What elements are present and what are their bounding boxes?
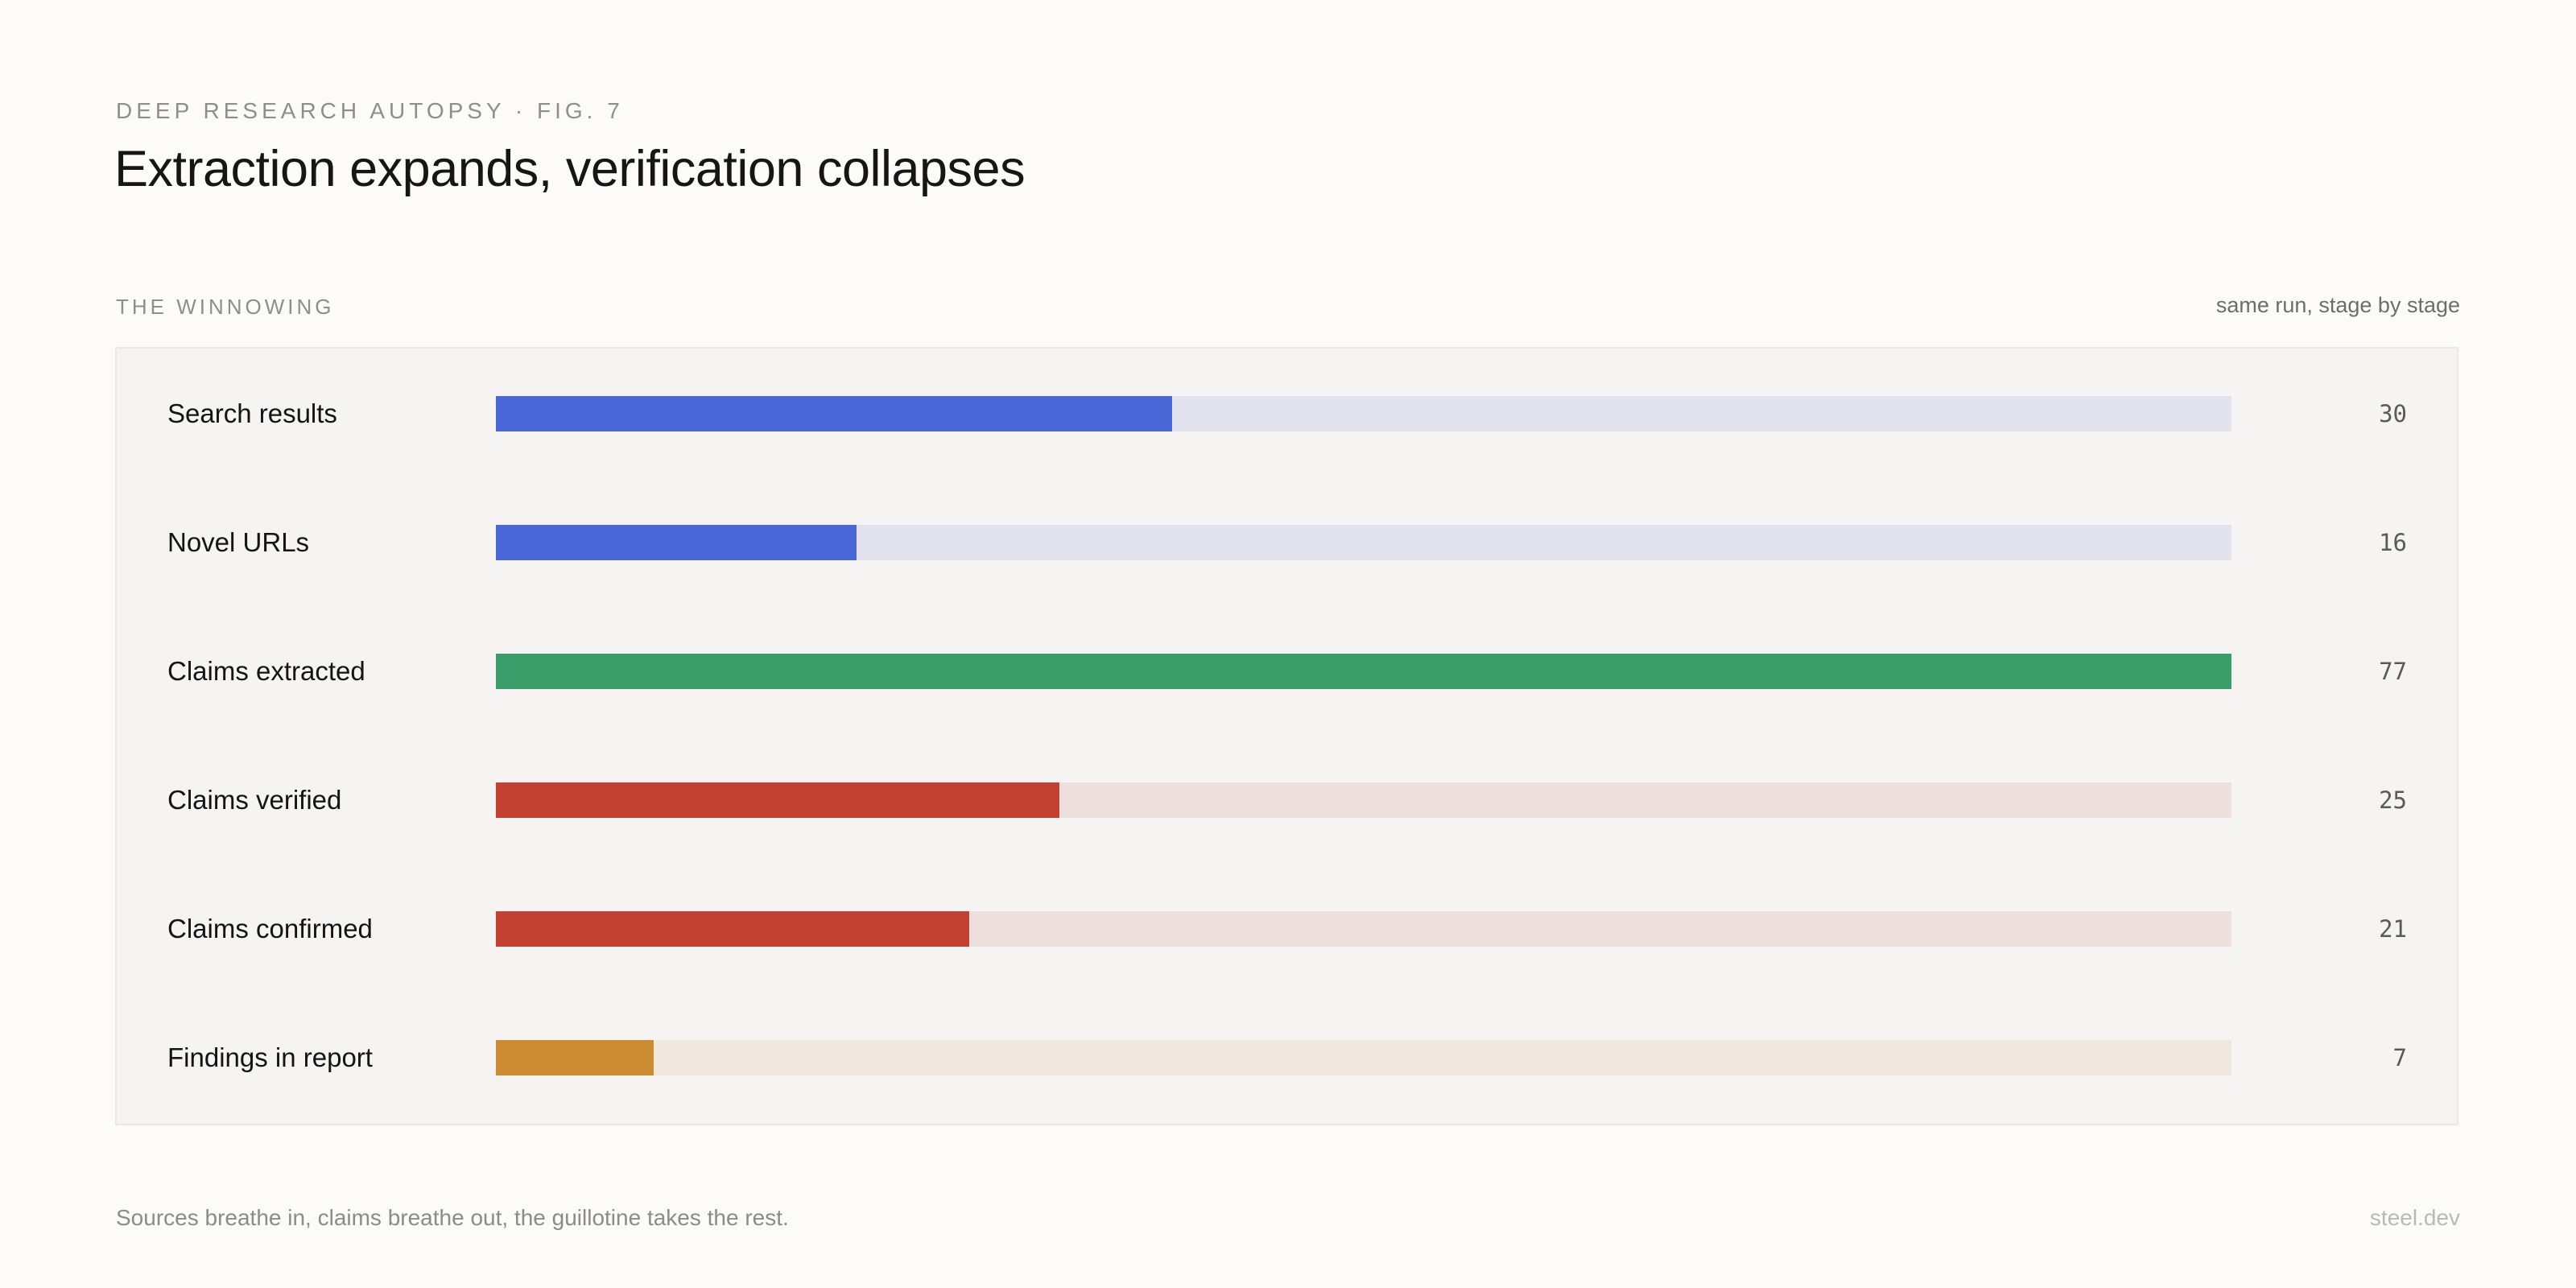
bar-row: Search results 30 bbox=[117, 396, 2457, 431]
bar-row: Findings in report 7 bbox=[117, 1040, 2457, 1075]
bar-row: Claims verified 25 bbox=[117, 782, 2457, 818]
bar-category-label: Search results bbox=[167, 398, 337, 428]
page-title: Extraction expands, verification collaps… bbox=[114, 141, 1026, 197]
bar-row: Claims confirmed 21 bbox=[117, 911, 2457, 947]
footer-caption: Sources breathe in, claims breathe out, … bbox=[116, 1205, 789, 1230]
bar bbox=[496, 911, 969, 947]
bar-track bbox=[496, 911, 2231, 947]
bar-track bbox=[496, 782, 2231, 818]
bar bbox=[496, 525, 857, 560]
section-label: THE WINNOWING bbox=[116, 295, 335, 319]
bar-category-label: Claims confirmed bbox=[167, 914, 373, 943]
bar-track bbox=[496, 1040, 2231, 1075]
bar bbox=[496, 1040, 654, 1075]
bar bbox=[496, 654, 2231, 689]
bar-value-label: 7 bbox=[2392, 1044, 2407, 1071]
section-note: same run, stage by stage bbox=[2215, 293, 2460, 317]
eyebrow-label: DEEP RESEARCH AUTOPSY · FIG. 7 bbox=[116, 98, 624, 123]
bar-row: Claims extracted 77 bbox=[117, 654, 2457, 689]
brand-label: steel.dev bbox=[2369, 1205, 2460, 1230]
chart-panel: Search results 30 Novel URLs 16 Claims extra… bbox=[115, 347, 2458, 1125]
bar-category-label: Findings in report bbox=[167, 1042, 373, 1072]
bar-track bbox=[496, 654, 2231, 689]
bar-category-label: Novel URLs bbox=[167, 527, 310, 557]
bar-track bbox=[496, 525, 2231, 560]
bar-value-label: 16 bbox=[2379, 529, 2407, 556]
bar-row: Novel URLs 16 bbox=[117, 525, 2457, 560]
bar-value-label: 21 bbox=[2379, 915, 2407, 943]
bar-value-label: 77 bbox=[2379, 658, 2407, 685]
bar-track bbox=[496, 396, 2231, 431]
bar-category-label: Claims verified bbox=[167, 785, 342, 815]
bar-category-label: Claims extracted bbox=[167, 656, 365, 686]
bar bbox=[496, 396, 1172, 431]
bar-value-label: 30 bbox=[2379, 400, 2407, 427]
bar-value-label: 25 bbox=[2379, 786, 2407, 814]
bar bbox=[496, 782, 1059, 818]
